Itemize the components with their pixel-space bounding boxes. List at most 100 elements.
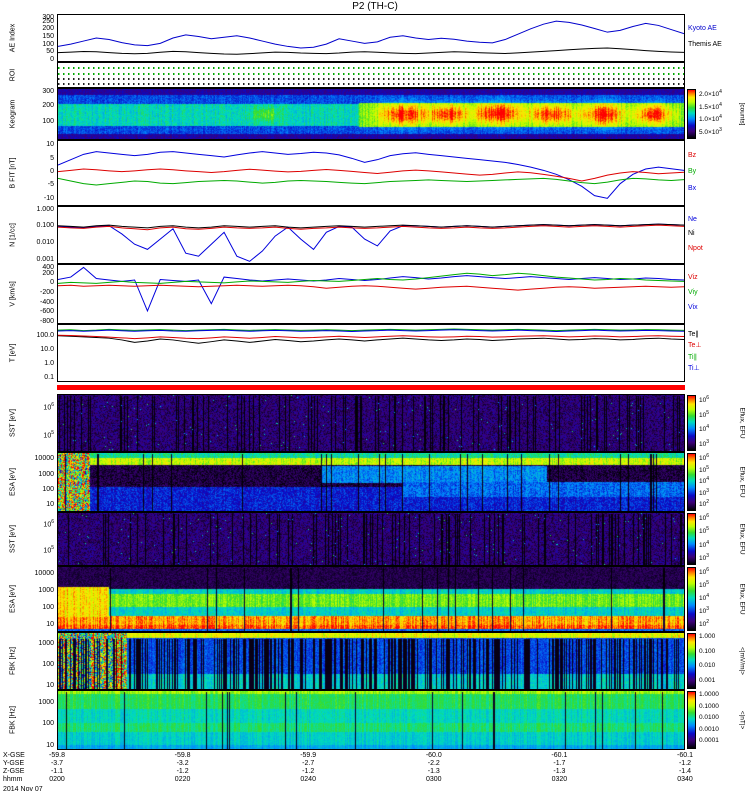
panel-bfit: B FIT [nT] 10 5 0 -5 -10 Bz By Bx: [0, 140, 750, 206]
axis-tick-value: 0240: [300, 776, 316, 783]
axis-tick-value: -3.7: [50, 760, 64, 767]
axis-row-label-Y-GSE: Y-GSE: [3, 760, 25, 767]
sst_i-spectrogram: [58, 395, 684, 451]
y-tick-label: 0: [50, 168, 54, 175]
legend-Ni: Ni: [688, 230, 695, 237]
axis-tick-value: -59.9: [300, 752, 317, 759]
y-tick-label: 1000: [38, 470, 54, 478]
axis-tick-value: -59.8: [174, 752, 191, 759]
axis-tick-value: -60.1: [677, 752, 693, 759]
colorbar-tick-label: 1.0×104: [699, 114, 722, 124]
date-label: 2014 Nov 07: [3, 786, 43, 793]
y-tick-label: 1000: [38, 640, 54, 648]
panel-sst_e: SST [eV] 106 105 106 105 104 103 Eflux, EFU: [0, 512, 750, 566]
axis-tick-value: 0200: [49, 776, 65, 783]
colorbar-tick-label: 106: [699, 453, 710, 463]
y-tick-label: 0: [50, 279, 54, 287]
legend-Viz: Viz: [688, 274, 698, 281]
y-tick-label: 10: [46, 141, 54, 149]
y-tick-label: 300: [42, 14, 54, 21]
y-tick-label: 200: [42, 25, 54, 33]
axis-row-label-hhmm: hhmm: [3, 776, 23, 783]
keogram-spectrogram: [58, 89, 684, 139]
series-Ti-par: [58, 329, 684, 331]
colorbar-unit-label: [counts]: [738, 102, 746, 126]
colorbar-keogram: [687, 89, 696, 139]
colorbar-tick-label: 105: [699, 580, 710, 590]
axis-tick-value: 0300: [426, 776, 442, 783]
axis-tick-value: -1.2: [302, 768, 315, 775]
legend-Ti⊥: Ti⊥: [688, 365, 700, 373]
plot-area-fbk_b: [57, 690, 685, 750]
roi-dotted-line: [58, 82, 684, 85]
axis-tick-value: -59.8: [49, 752, 65, 759]
colorbar-tick-label: 1.000: [699, 633, 716, 640]
colorbar-unit-label: Eflux, EFU: [738, 583, 746, 615]
panel-fbk_b: FBK [Hz] 1000 100 10 1.0000 0.1000 0.0100 0.001…: [0, 690, 750, 750]
y-tick-label: 1000: [38, 587, 54, 595]
y-tick-label: 10: [46, 501, 54, 509]
roi-dotted-line: [58, 67, 684, 70]
colorbar-tick-label: 0.001: [699, 677, 716, 684]
y-tick-label: 106: [43, 519, 54, 529]
y-tick-label: 150: [42, 33, 54, 40]
y-tick-label: 1.000: [36, 206, 54, 213]
v-line-chart: [58, 265, 684, 323]
axis-tick-value: -60.0: [425, 752, 442, 759]
colorbar-esa_e: [687, 567, 696, 631]
panel-fbk_e: FBK [Hz] 1000 100 10 1.000 0.100 0.010 0.001 <|m…: [0, 632, 750, 690]
panel-t: T [eV] 100.0 10.0 1.0 0.1 Te∥ Te⊥ Ti∥ Ti⊥: [0, 324, 750, 382]
series-Ne: [58, 224, 684, 261]
colorbar-unit-label: Eflux, EFU: [738, 407, 746, 439]
legend-Te∥: Te∥: [688, 330, 699, 338]
plot-area-esa_i: [57, 452, 685, 512]
y-tick-label: 10.0: [40, 345, 54, 353]
series-Bx: [58, 152, 684, 199]
y-tick-label: -5: [47, 181, 54, 189]
y-tick-label: 10000: [34, 455, 54, 463]
plot-area-n: [57, 206, 685, 264]
y-tick-label: 10: [46, 620, 54, 628]
axis-tick-value: -2.2: [427, 760, 440, 767]
fbk_b-spectrogram: [58, 691, 684, 749]
panel-roi: ROI: [0, 62, 750, 88]
colorbar-tick-label: 2.0×104: [699, 89, 722, 99]
axis-tick-value: -1.3: [553, 768, 566, 775]
series-Viz: [58, 285, 684, 290]
esa_i-spectrogram: [58, 453, 684, 511]
roi-dotted-line: [58, 77, 684, 80]
y-tick-label: -200: [39, 289, 54, 296]
legend-Npot: Npot: [688, 244, 703, 252]
colorbar-tick-label: 1.5×104: [699, 101, 722, 111]
colorbar-tick-label: 102: [699, 619, 710, 629]
panel-v: V [km/s] 400 200 0 -200 -400 -600 -800 Viz Viy Vix: [0, 264, 750, 325]
y-tick-label: 200: [42, 269, 54, 277]
y-tick-label: 100.0: [36, 331, 54, 339]
y-tick-label: -400: [39, 298, 54, 306]
colorbar-tick-label: 0.100: [699, 647, 716, 655]
y-tick-label: 100: [42, 40, 54, 48]
plot-area-t: [57, 324, 685, 382]
colorbar-tick-label: 104: [699, 424, 710, 434]
y-tick-label: 100: [42, 603, 54, 611]
series-By: [58, 178, 684, 185]
series-Viy: [58, 273, 684, 283]
y-tick-label: 100: [42, 486, 54, 494]
panel-n: N [1/cc] 1.000 0.100 0.010 0.001 Ne Ni Npot: [0, 206, 750, 264]
axis-row-label-X-GSE: X-GSE: [3, 752, 25, 759]
axis-tick-value: -60.1: [551, 752, 568, 759]
ae-line-chart: [58, 15, 684, 61]
y-tick-label: 0.1: [44, 373, 54, 381]
legend-Vix: Vix: [688, 304, 698, 311]
y-tick-label: 5: [50, 154, 54, 162]
series-Kyoto AE: [58, 21, 684, 48]
legend-Te⊥: Te⊥: [688, 342, 702, 350]
colorbar-sst_e: [687, 513, 696, 565]
axis-tick-value: -2.7: [302, 760, 315, 767]
series-Ni: [58, 224, 684, 228]
colorbar-tick-label: 106: [699, 513, 710, 523]
legend-Bz: Bz: [688, 151, 697, 159]
axis-tick-value: -1.2: [176, 768, 189, 775]
plot-area-ae: [57, 14, 685, 62]
colorbar-tick-label: 0.0100: [699, 714, 719, 721]
